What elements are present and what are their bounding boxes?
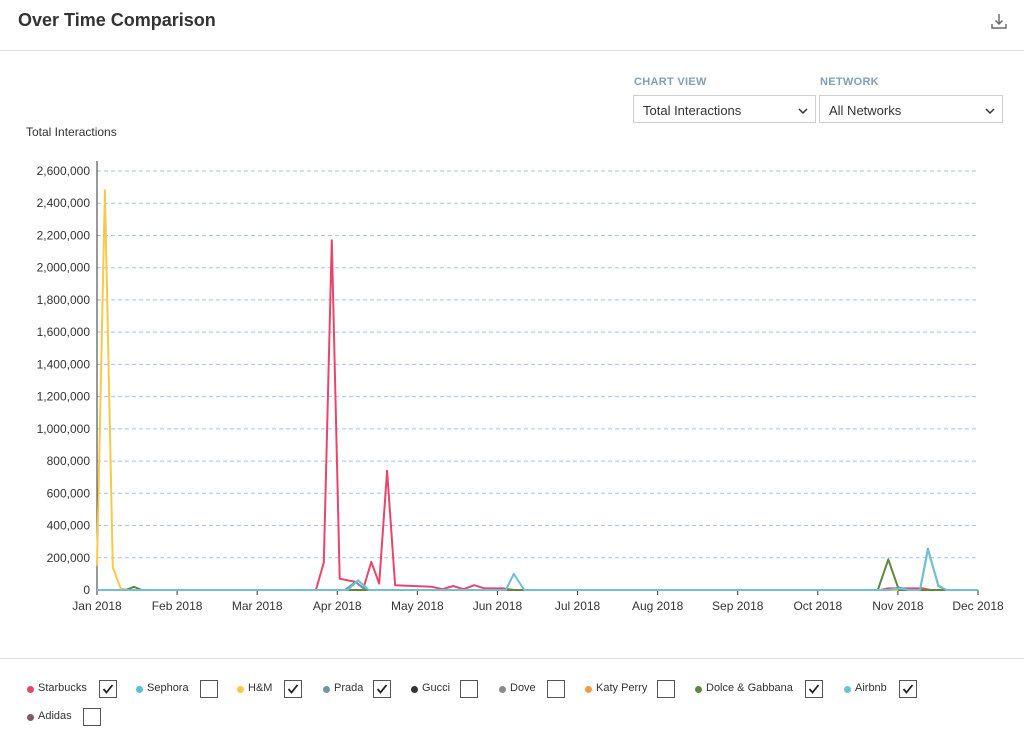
y-tick-label: 2,400,000	[37, 196, 91, 210]
checkmark-icon	[376, 684, 388, 694]
legend-label: Dolce & Gabbana	[706, 682, 793, 694]
series-line-starbucks	[97, 239, 978, 591]
chevron-down-icon	[798, 104, 808, 115]
x-tick-label: Oct 2018	[793, 599, 842, 613]
legend-label: Dove	[510, 682, 536, 694]
y-tick-label: 2,200,000	[37, 228, 91, 242]
x-tick-label: May 2018	[391, 599, 444, 613]
x-tick-label: Jul 2018	[555, 599, 601, 613]
checkmark-icon	[808, 684, 820, 694]
chart-view-label: CHART VIEW	[634, 76, 707, 88]
y-axis-title: Total Interactions	[26, 125, 117, 139]
x-tick-label: Dec 2018	[952, 599, 1004, 613]
checkmark-icon	[102, 684, 114, 694]
page-title: Over Time Comparison	[18, 10, 216, 30]
x-tick-label: Mar 2018	[232, 599, 283, 613]
network-select[interactable]: All Networks	[819, 95, 1003, 123]
legend-checkbox[interactable]	[460, 680, 478, 698]
legend-item-h-m[interactable]: H&M	[237, 680, 304, 700]
y-tick-label: 600,000	[47, 486, 91, 500]
series-line-h-m	[96, 189, 978, 591]
legend-dot	[136, 686, 143, 693]
y-tick-label: 1,600,000	[37, 325, 91, 339]
legend-checkbox[interactable]	[83, 708, 101, 726]
legend-dot	[27, 686, 34, 693]
series-line-prada	[97, 547, 978, 591]
legend-item-adidas[interactable]: Adidas	[27, 708, 103, 728]
legend-dot	[585, 686, 592, 693]
legend-dot	[844, 686, 851, 693]
x-tick-label: Aug 2018	[632, 599, 684, 613]
y-tick-label: 2,000,000	[37, 261, 91, 275]
x-tick-label: Jan 2018	[72, 599, 122, 613]
legend-label: Airbnb	[855, 682, 887, 694]
legend-dot	[499, 686, 506, 693]
legend-dot	[411, 686, 418, 693]
legend-item-katy-perry[interactable]: Katy Perry	[585, 680, 677, 700]
legend-checkbox[interactable]	[284, 680, 302, 698]
y-tick-label: 1,400,000	[37, 357, 91, 371]
y-tick-label: 1,000,000	[37, 422, 91, 436]
legend-item-prada[interactable]: Prada	[323, 680, 393, 700]
legend-dot	[695, 686, 702, 693]
legend-label: Katy Perry	[596, 682, 648, 694]
y-tick-label: 400,000	[47, 519, 91, 533]
chevron-down-icon	[985, 104, 995, 115]
legend-label: Adidas	[38, 710, 72, 722]
legend-label: Gucci	[422, 682, 451, 694]
x-tick-label: Jun 2018	[473, 599, 523, 613]
legend-item-airbnb[interactable]: Airbnb	[844, 680, 919, 700]
legend-item-dove[interactable]: Dove	[499, 680, 567, 700]
checkmark-icon	[902, 684, 914, 694]
download-icon[interactable]	[990, 12, 1008, 30]
legend-item-sephora[interactable]: Sephora	[136, 680, 220, 700]
x-tick-label: Feb 2018	[152, 599, 203, 613]
line-chart: 2,600,000 2,400,000 2,200,000 2,000,000 1,80…	[37, 161, 1004, 613]
legend-dot	[323, 686, 330, 693]
chart-view-select[interactable]: Total Interactions	[633, 95, 816, 123]
y-tick-label: 1,200,000	[37, 390, 91, 404]
y-tick-label: 1,800,000	[37, 293, 91, 307]
legend-checkbox[interactable]	[547, 680, 565, 698]
y-tick-label: 800,000	[47, 454, 91, 468]
legend-label: Sephora	[147, 682, 189, 694]
y-tick-label: 0	[83, 583, 90, 597]
x-tick-label: Apr 2018	[313, 599, 362, 613]
legend-checkbox[interactable]	[899, 680, 917, 698]
legend-checkbox[interactable]	[805, 680, 823, 698]
legend-divider	[0, 658, 1024, 659]
legend-item-gucci[interactable]: Gucci	[411, 680, 480, 700]
x-tick-label: Sep 2018	[712, 599, 764, 613]
legend-dot	[237, 686, 244, 693]
series-line-dolce-gabbana	[97, 558, 978, 591]
legend-checkbox[interactable]	[200, 680, 218, 698]
checkmark-icon	[287, 684, 299, 694]
y-tick-label: 200,000	[47, 551, 91, 565]
network-value: All Networks	[829, 103, 902, 118]
legend-item-dolce-gabbana[interactable]: Dolce & Gabbana	[695, 680, 825, 700]
chart-view-value: Total Interactions	[643, 103, 742, 118]
legend-checkbox[interactable]	[657, 680, 675, 698]
legend-item-starbucks[interactable]: Starbucks	[27, 680, 119, 700]
y-tick-label: 2,600,000	[37, 164, 91, 178]
legend-checkbox[interactable]	[373, 680, 391, 698]
legend-label: Starbucks	[38, 682, 87, 694]
legend-dot	[27, 714, 34, 721]
legend-label: Prada	[334, 682, 364, 694]
header: Over Time Comparison	[0, 0, 1024, 51]
series-line-airbnb	[97, 548, 978, 591]
x-tick-label: Nov 2018	[872, 599, 924, 613]
legend-label: H&M	[248, 682, 273, 694]
legend-checkbox[interactable]	[99, 680, 117, 698]
network-label: NETWORK	[820, 76, 879, 88]
